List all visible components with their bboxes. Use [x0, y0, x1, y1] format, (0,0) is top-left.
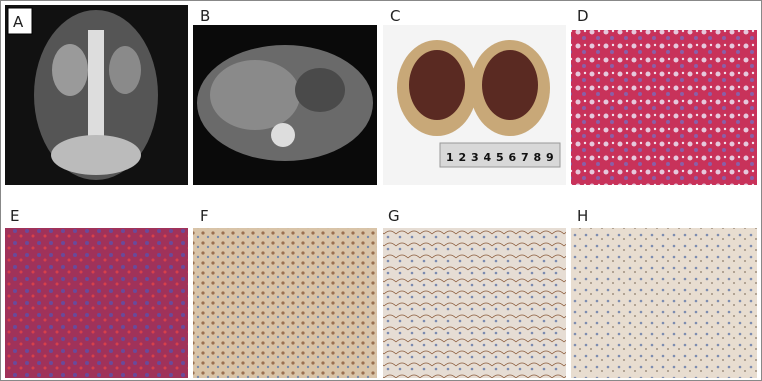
panel-b-image	[193, 25, 377, 185]
ruler-number: 5	[496, 151, 504, 164]
panel-e-image	[5, 228, 188, 378]
ruler-number: 2	[459, 151, 467, 164]
panel-a-image	[5, 5, 188, 185]
panel-d-image	[571, 30, 757, 185]
panel-c-image	[383, 25, 566, 185]
panel-label: D	[577, 7, 589, 25]
ruler-number: 3	[471, 151, 479, 164]
panel-g-image	[383, 228, 566, 378]
panel-label: H	[577, 207, 588, 225]
panel-label: B	[200, 7, 210, 25]
ruler-number: 1	[446, 151, 454, 164]
panel-label: E	[10, 207, 19, 225]
panel-h-image	[571, 228, 757, 378]
ruler-number: 7	[521, 151, 529, 164]
panel-label: G	[388, 207, 400, 225]
ruler-number: 9	[546, 151, 554, 164]
panel-label: F	[200, 207, 209, 225]
ruler-number: 8	[534, 151, 542, 164]
panel-label: A	[13, 13, 24, 31]
ruler-number: 6	[509, 151, 517, 164]
ruler-number: 4	[484, 151, 492, 164]
panel-f-image	[193, 228, 377, 378]
panel-label: C	[390, 7, 400, 25]
